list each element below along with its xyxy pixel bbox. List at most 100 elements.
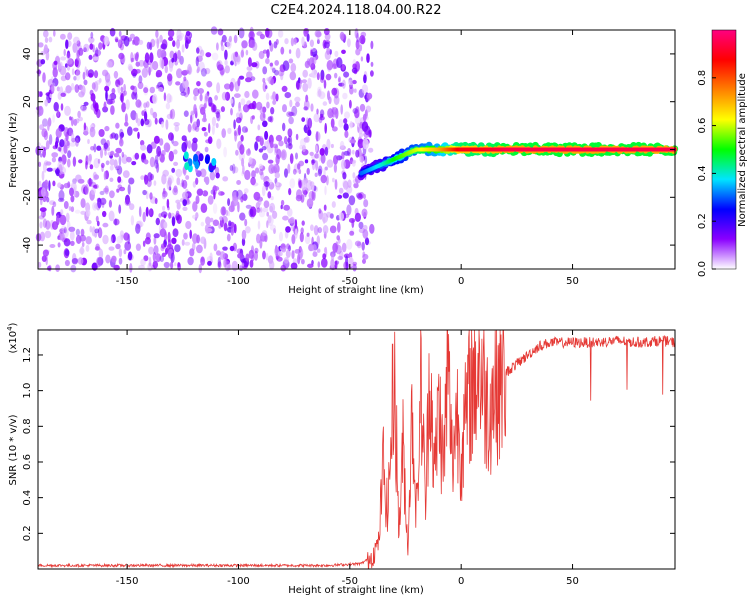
spectrogram-noise-cell [267, 159, 274, 164]
spectrogram-noise-cell [289, 178, 296, 189]
spectrogram-noise-cell [161, 58, 165, 70]
spectrogram-noise-cell [173, 161, 179, 166]
spectrogram-noise-cell [301, 79, 307, 84]
spectrogram-noise-cell [182, 206, 188, 211]
spectrogram-noise-cell [59, 214, 67, 226]
spectrogram-noise-cell [111, 234, 116, 244]
spectrogram-noise-cell [108, 210, 115, 222]
spectrogram-noise-cell [225, 209, 229, 216]
spectrogram-noise-cell [168, 36, 174, 41]
spectrogram-noise-cell [317, 261, 321, 268]
spectrogram-noise-cell [159, 138, 164, 146]
spectrogram-noise-cell [212, 219, 220, 227]
spectrogram-noise-cell [47, 265, 52, 271]
spectrogram-noise-cell [115, 243, 121, 250]
spectrogram-noise-cell [70, 195, 75, 203]
spectrogram-noise-cell [196, 188, 204, 196]
spectrogram-noise-cell [346, 204, 352, 216]
spectrogram-noise-cell [229, 81, 234, 92]
spectrogram-noise-cell [295, 101, 300, 108]
spectrogram-noise-cell [343, 150, 350, 156]
spectrogram-noise-cell [200, 49, 205, 57]
spectrogram-noise-cell [237, 77, 241, 87]
spectrogram-noise-cell [52, 201, 57, 208]
spectrogram-noise-cell [130, 85, 135, 90]
spectrogram-noise-cell [98, 42, 103, 50]
spectrogram-noise-cell [316, 248, 321, 253]
spectrogram-noise-cell [69, 230, 75, 241]
spectrogram-noise-cell [156, 38, 160, 49]
spectrogram-noise-cell [342, 192, 349, 199]
spectrogram-noise-cell [230, 108, 233, 116]
spectrogram-noise-cell [264, 130, 269, 140]
spectrogram-noise-cell [277, 69, 285, 77]
spectrogram-noise-cell [295, 47, 301, 59]
spectrogram-noise-cell [154, 117, 158, 125]
spectrogram-noise-cell [154, 154, 159, 165]
spectrogram-noise-cell [294, 249, 301, 254]
spectrogram-noise-cell [325, 73, 332, 81]
spectrogram-noise-cell [43, 30, 49, 38]
spectrogram-noise-cell [352, 79, 357, 85]
spectrogram-noise-cell [83, 43, 90, 53]
spectrogram-noise-cell [277, 251, 283, 257]
spectrogram-noise-cell [361, 208, 368, 218]
spectrogram-noise-cell [323, 41, 330, 49]
spectrogram-noise-cell [154, 159, 159, 169]
spectrogram-noise-cell [300, 179, 307, 191]
spectrogram-noise-cell [224, 65, 230, 74]
spectrogram-noise-cell [262, 152, 269, 161]
spectrogram-noise-cell [362, 138, 369, 150]
spectrogram-noise-cell [362, 258, 366, 264]
spectrogram-noise-cell [63, 238, 71, 247]
spectrogram-noise-cell [104, 125, 110, 132]
spectrogram-noise-cell [289, 71, 297, 81]
spectrogram-noise-cell [291, 105, 298, 117]
spectrogram-noise-cell [201, 117, 207, 123]
spectrogram-noise-cell [215, 172, 220, 179]
spectrogram-noise-cell [238, 27, 245, 39]
spectrogram-noise-cell [279, 231, 283, 242]
spectrogram-noise-cell [193, 87, 200, 97]
spectrogram-noise-cell [320, 69, 325, 81]
spectrogram-noise-cell [129, 263, 133, 273]
spectrogram-noise-cell [59, 139, 65, 148]
spectrogram-noise-cell [155, 69, 163, 78]
spectrogram-noise-cell [266, 220, 269, 229]
spectrogram-noise-cell [215, 122, 219, 129]
spectrogram-noise-cell [354, 240, 362, 247]
spectrogram-noise-cell [194, 107, 198, 115]
spectrogram-noise-cell [310, 224, 314, 231]
spectrogram-noise-cell [219, 251, 226, 260]
spectrogram-noise-cell [51, 82, 56, 92]
spectrogram-noise-cell [60, 33, 66, 40]
spectrogram-noise-cell [94, 49, 102, 57]
spectrogram-noise-cell [299, 79, 303, 84]
spectrogram-noise-cell [52, 180, 56, 187]
spectrogram-noise-cell [72, 42, 78, 53]
spectrogram-noise-cell [299, 232, 304, 243]
spectrogram-noise-cell [284, 38, 289, 45]
spectrogram-noise-cell [102, 210, 107, 218]
spectrogram-noise-cell [313, 225, 319, 236]
spectrogram-noise-cell [311, 182, 315, 191]
spectrogram-noise-cell [258, 135, 263, 141]
spectrogram-noise-cell [115, 147, 122, 154]
spectrogram-noise-cell [322, 253, 327, 260]
spectrogram-noise-cell [66, 58, 73, 65]
y-tick-label: 20 [22, 95, 33, 108]
spectrogram-noise-cell [245, 253, 250, 262]
spectrogram-noise-cell [155, 30, 159, 38]
spectrogram-noise-cell [113, 218, 120, 226]
spectrogram-noise-cell [216, 250, 221, 256]
spectrogram-noise-cell [185, 175, 190, 180]
spectrogram-noise-cell [285, 249, 291, 258]
spectrogram-noise-cell [200, 221, 205, 227]
spectrogram-noise-cell [93, 158, 100, 169]
spectrogram-noise-cell [298, 169, 302, 175]
spectrogram-noise-cell [246, 148, 251, 156]
spectrogram-noise-cell [49, 84, 55, 95]
spectrogram-noise-cell [266, 77, 272, 82]
spectrogram-noise-cell [176, 214, 182, 224]
spectrogram-noise-cell [78, 47, 84, 56]
